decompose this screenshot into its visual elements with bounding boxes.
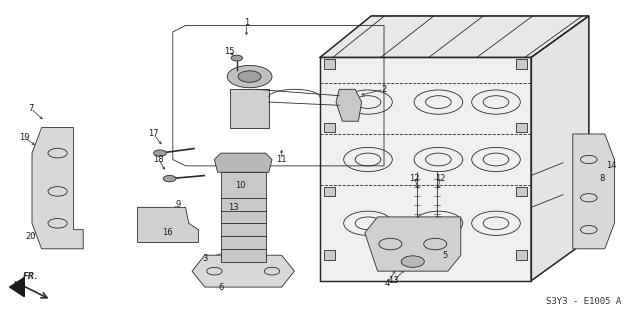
Bar bbox=[324, 250, 335, 260]
Text: FR.: FR. bbox=[22, 272, 38, 281]
Polygon shape bbox=[192, 255, 294, 287]
Text: 14: 14 bbox=[606, 161, 616, 170]
Text: 15: 15 bbox=[224, 47, 234, 56]
Circle shape bbox=[231, 55, 243, 61]
Polygon shape bbox=[365, 217, 461, 271]
Circle shape bbox=[227, 65, 272, 88]
Text: 12: 12 bbox=[410, 174, 420, 183]
Text: 6: 6 bbox=[218, 283, 223, 292]
Bar bbox=[221, 172, 266, 262]
Polygon shape bbox=[531, 16, 589, 281]
Polygon shape bbox=[214, 153, 272, 172]
Polygon shape bbox=[320, 57, 531, 281]
Text: 12: 12 bbox=[435, 174, 445, 183]
Text: 3: 3 bbox=[202, 254, 207, 263]
Text: 19: 19 bbox=[19, 133, 29, 142]
Polygon shape bbox=[32, 128, 83, 249]
Text: 5: 5 bbox=[442, 251, 447, 260]
Text: 11: 11 bbox=[276, 155, 287, 164]
Text: 10: 10 bbox=[235, 181, 245, 189]
Bar bbox=[516, 250, 527, 260]
Polygon shape bbox=[320, 16, 589, 57]
Circle shape bbox=[163, 175, 176, 182]
Polygon shape bbox=[573, 134, 614, 249]
Bar bbox=[516, 59, 527, 69]
Bar bbox=[516, 187, 527, 196]
Text: 8: 8 bbox=[599, 174, 604, 183]
Bar bbox=[516, 123, 527, 132]
Text: 4: 4 bbox=[385, 279, 390, 288]
Polygon shape bbox=[138, 207, 198, 242]
Text: 1: 1 bbox=[244, 18, 249, 27]
Text: 17: 17 bbox=[148, 130, 159, 138]
Bar bbox=[324, 187, 335, 196]
Bar bbox=[324, 59, 335, 69]
Text: 9: 9 bbox=[175, 200, 180, 209]
Text: 13: 13 bbox=[228, 203, 239, 212]
Text: 7: 7 bbox=[28, 104, 33, 113]
Text: 18: 18 bbox=[154, 155, 164, 164]
Polygon shape bbox=[10, 278, 24, 297]
Text: 16: 16 bbox=[163, 228, 173, 237]
Text: S3Y3 - E1005 A: S3Y3 - E1005 A bbox=[545, 297, 621, 306]
Circle shape bbox=[401, 256, 424, 267]
Bar bbox=[230, 89, 269, 128]
Bar bbox=[324, 123, 335, 132]
Circle shape bbox=[154, 150, 166, 156]
Text: 13: 13 bbox=[388, 276, 399, 285]
Text: 20: 20 bbox=[26, 232, 36, 241]
Polygon shape bbox=[336, 89, 362, 121]
Circle shape bbox=[238, 71, 261, 82]
Text: 2: 2 bbox=[381, 85, 387, 94]
